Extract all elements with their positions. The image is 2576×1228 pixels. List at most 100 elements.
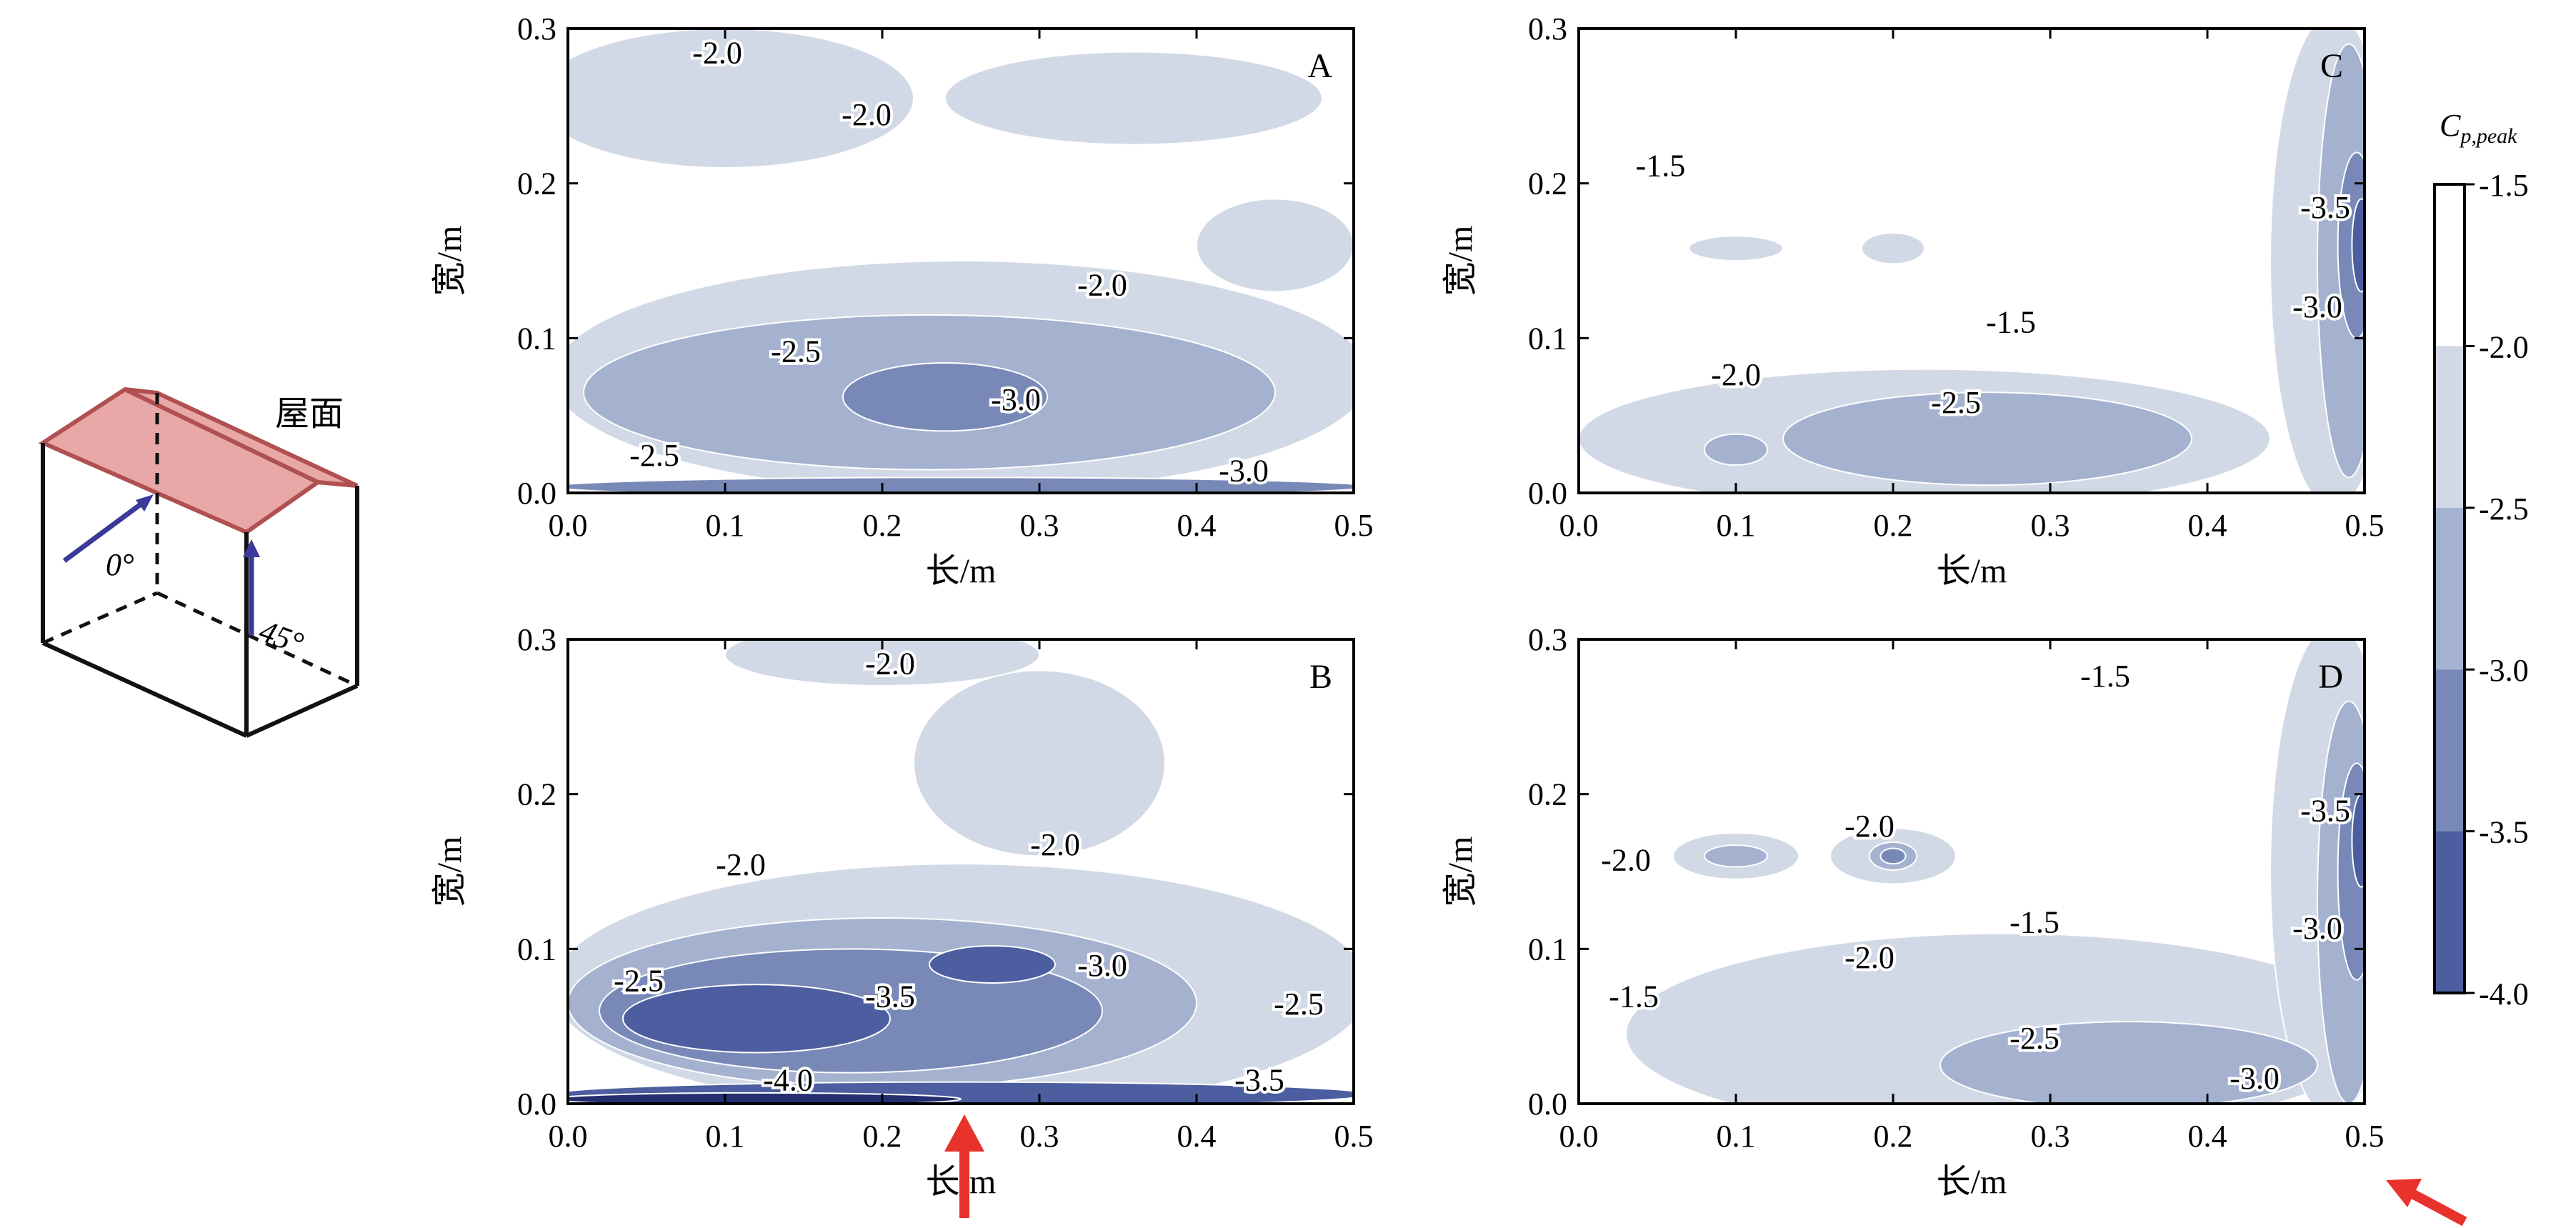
- contour-label: -2.0: [1077, 268, 1127, 303]
- contour-region: [568, 1092, 962, 1104]
- contour-field: [1579, 639, 2365, 1104]
- angle-0-label: 0°: [106, 547, 134, 582]
- contour-label: -2.5: [629, 438, 679, 473]
- panel-title: D: [2318, 658, 2343, 696]
- panel-d: 0.0 0.1 0.2 0.3 0.4 0.5 0.0 0.1 0.2 0.3 长/m 宽/m D -1.…: [1442, 622, 2385, 1201]
- contour-region: [944, 51, 1323, 146]
- y-axis-label: 宽/m: [1442, 837, 1479, 907]
- x-tick-label: 0.1: [706, 508, 745, 543]
- contour-label: -2.0: [842, 97, 892, 132]
- contour-label: -2.5: [2010, 1021, 2060, 1056]
- x-tick-label: 0.4: [1177, 1119, 1217, 1154]
- panel-title: B: [1309, 658, 1332, 696]
- contour-label: -3.0: [1219, 454, 1269, 489]
- colorbar-tick-label: -3.0: [2479, 653, 2529, 688]
- x-tick-label: 0.0: [549, 1119, 588, 1154]
- x-tick-label: 0.0: [1559, 508, 1599, 543]
- panel-c: 0.0 0.1 0.2 0.3 0.4 0.5 0.0 0.1 0.2 0.3 长/m 宽/m C -1.…: [1442, 11, 2385, 590]
- y-axis-label: 宽/m: [431, 837, 469, 907]
- x-tick-label: 0.1: [1717, 1119, 1756, 1154]
- y-tick-label: 0.1: [1528, 321, 1567, 356]
- colorbar-tick-label: -2.5: [2479, 491, 2529, 526]
- contour-label: -1.5: [2010, 904, 2060, 939]
- y-tick-label: 0.3: [517, 11, 556, 46]
- x-tick-label: 0.1: [706, 1119, 745, 1154]
- contour-region: [1940, 1021, 2318, 1104]
- x-tick-label: 0.2: [863, 508, 902, 543]
- contour-label: -3.5: [865, 979, 915, 1014]
- contour-label: -2.5: [614, 964, 664, 999]
- panel-b: 0.00.10.20.30.40.50.00.10.20.3长/m宽/mB-2.…: [431, 622, 1374, 1201]
- contour-label: -2.5: [1931, 385, 1981, 420]
- contour-region: [1196, 198, 1354, 293]
- colorbar-tick-label: -1.5: [2479, 168, 2529, 203]
- contour-label: -2.0: [865, 647, 915, 682]
- contour-label: -1.5: [1609, 979, 1659, 1014]
- contour-field: [568, 639, 1354, 1104]
- colorbar-band: [2435, 831, 2465, 993]
- contour-label: -2.0: [1844, 940, 1894, 975]
- x-tick-label: 0.4: [1177, 508, 1217, 543]
- x-tick-label: 0.3: [2031, 1119, 2070, 1154]
- colorbar-title-sub: p,peak: [2459, 124, 2517, 148]
- y-tick-label: 0.2: [1528, 166, 1567, 201]
- panel-a: 0.0 0.1 0.2 0.3 0.4 0.5 0.0 0.1 0.2 0.3 长/m 宽/m A -2.…: [431, 11, 1374, 590]
- y-axis-label: 宽/m: [431, 226, 469, 296]
- y-tick-label: 0.2: [517, 777, 556, 812]
- x-axis-label: 长/m: [1937, 552, 2007, 590]
- contour-region: [724, 639, 1040, 687]
- flow-arrow-d: [2386, 1179, 2467, 1227]
- y-tick-label: 0.3: [1528, 11, 1567, 46]
- contour-panels: 0.0 0.1 0.2 0.3 0.4 0.5 0.0 0.1 0.2 0.3 长/m 宽/m A -2.…: [431, 11, 2385, 1201]
- y-axis-label: 宽/m: [1442, 226, 1479, 296]
- colorbar: Cp,peak -1.5 -2.0 -2.5 -3.0 -3.5 -4.0: [2433, 108, 2529, 1012]
- colorbar-tick-label: -4.0: [2479, 977, 2529, 1012]
- contour-label: -2.5: [771, 334, 821, 369]
- x-tick-label: 0.5: [2345, 508, 2385, 543]
- contour-region: [1782, 391, 2192, 486]
- plot-frame: [566, 638, 1355, 1105]
- contour-label: -1.5: [2080, 659, 2130, 694]
- x-tick-label: 0.3: [1020, 508, 1059, 543]
- contour-field: [568, 29, 1354, 493]
- contour-region: [622, 984, 891, 1054]
- contour-label: -3.0: [2292, 289, 2342, 324]
- y-tick-label: 0.2: [1528, 777, 1567, 812]
- plot-frame: [1577, 638, 2366, 1105]
- y-tick-label: 0.0: [1528, 476, 1567, 511]
- contour-label: -3.0: [1077, 948, 1127, 983]
- contour-label: -3.5: [2300, 793, 2350, 828]
- x-tick-label: 0.0: [549, 508, 588, 543]
- x-tick-label: 0.4: [2188, 1119, 2227, 1154]
- x-tick-label: 0.5: [1334, 508, 1374, 543]
- x-tick-label: 0.5: [2345, 1119, 2385, 1154]
- contour-region: [1704, 433, 1768, 466]
- colorbar-band: [2435, 346, 2465, 508]
- y-tick-label: 0.3: [517, 622, 556, 657]
- angle-45-label: 45°: [255, 613, 309, 661]
- colorbar-frame: [2433, 183, 2466, 994]
- contour-region: [1688, 235, 1784, 261]
- x-tick-label: 0.2: [1874, 1119, 1913, 1154]
- x-tick-label: 0.4: [2188, 508, 2227, 543]
- y-tick-label: 0.0: [1528, 1087, 1567, 1122]
- x-tick-label: 0.5: [1334, 1119, 1374, 1154]
- contour-region: [842, 362, 1048, 432]
- x-tick-label: 0.3: [1020, 1119, 1059, 1154]
- contour-label: -2.0: [716, 847, 766, 882]
- contour-region: [1879, 847, 1907, 865]
- contour-region: [929, 945, 1056, 984]
- x-axis-label: 长/m: [1937, 1163, 2007, 1201]
- x-tick-label: 0.2: [1874, 508, 1913, 543]
- contour-label: -3.0: [991, 382, 1041, 417]
- colorbar-band: [2435, 507, 2465, 670]
- colorbar-title: Cp,peak: [2440, 108, 2517, 148]
- contour-region: [568, 29, 914, 169]
- x-tick-label: 0.1: [1717, 508, 1756, 543]
- contour-label: -2.0: [1601, 843, 1651, 878]
- contour-region: [568, 476, 1354, 493]
- colorbar-band: [2435, 184, 2465, 346]
- panel-title: C: [2320, 47, 2343, 85]
- contour-label: -2.0: [1030, 827, 1080, 862]
